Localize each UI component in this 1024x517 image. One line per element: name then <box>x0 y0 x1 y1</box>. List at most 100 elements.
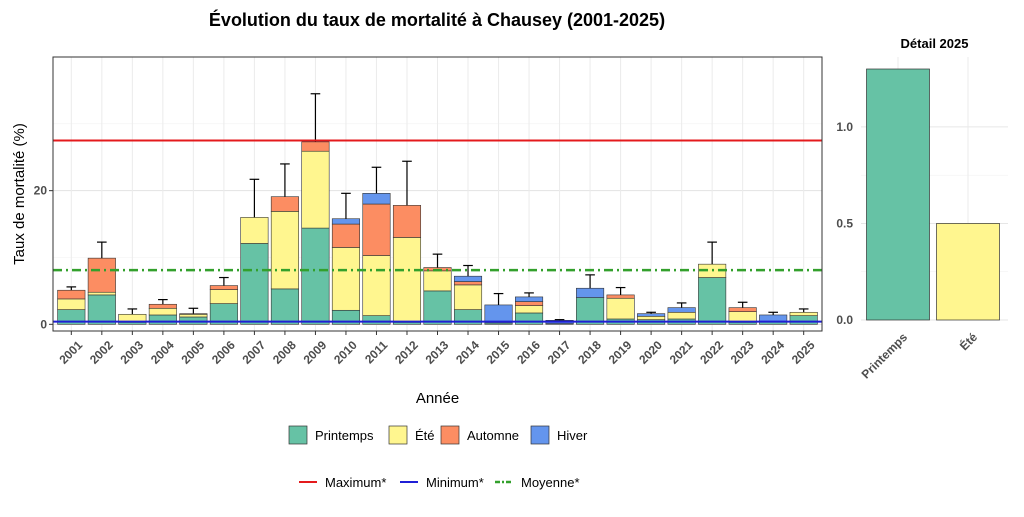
bar-2009-Automne <box>301 141 330 152</box>
bar-2011-Automne <box>362 203 391 256</box>
x-tick-label: 2006 <box>209 338 238 367</box>
bar-2008-Automne <box>270 196 299 212</box>
legend: Printemps Été Automne Hiver Maximum* Minimum*… <box>288 425 588 490</box>
detail-y-tick-label: 0.0 <box>836 313 853 327</box>
bar-2005-Automne <box>179 313 208 315</box>
x-tick-label: 2022 <box>697 338 726 367</box>
legend-label-Été: Été <box>415 428 435 443</box>
bar-2001-Été <box>57 298 86 310</box>
bar-2011-Été <box>362 255 391 316</box>
y-axis-label: Taux de mortalité (%) <box>11 123 28 265</box>
legend-label-Printemps: Printemps <box>315 428 374 443</box>
bar-2024-Hiver <box>759 314 788 322</box>
bar-2010-Hiver <box>331 218 360 225</box>
bar-2013-Été <box>423 270 452 292</box>
bar-2005-Été <box>179 313 208 318</box>
detail-y-tick-label: 1.0 <box>836 120 853 134</box>
bar-2006-Été <box>209 289 238 304</box>
bar-2016-Hiver <box>515 296 544 302</box>
legend-label-Hiver: Hiver <box>557 428 588 443</box>
detail-bar-Printemps <box>866 68 930 321</box>
detail-x-tick-label: Printemps <box>859 330 911 382</box>
x-tick-label: 2021 <box>667 338 696 367</box>
bar-2002-Automne <box>87 257 116 293</box>
legend-swatch-Été <box>388 425 408 445</box>
x-tick-label: 2025 <box>789 338 818 367</box>
chart-title: Évolution du taux de mortalité à Chausey… <box>209 9 665 30</box>
legend-label-moyenne: Moyenne* <box>521 475 580 490</box>
x-axis-label: Année <box>416 390 459 407</box>
x-tick-label: 2011 <box>362 338 391 367</box>
bar-2007-Printemps <box>240 243 269 325</box>
bar-2022-Printemps <box>698 277 727 325</box>
bar-2004-Automne <box>148 303 177 309</box>
bar-2009-Été <box>301 150 330 229</box>
bar-2014-Hiver <box>453 275 483 282</box>
bar-2010-Automne <box>331 223 360 248</box>
bar-2015-Hiver <box>484 304 513 324</box>
bar-2008-Printemps <box>270 288 299 325</box>
bar-2005-Printemps <box>179 316 208 325</box>
x-tick-label: 2019 <box>606 338 635 367</box>
x-tick-label: 2023 <box>728 338 757 367</box>
bar-2011-Hiver <box>362 193 391 205</box>
x-tick-label: 2010 <box>331 338 360 367</box>
detail-y-tick-label: 0.5 <box>836 216 853 230</box>
legend-swatch-Hiver <box>530 425 550 445</box>
bar-2004-Printemps <box>148 314 177 325</box>
detail-title: Détail 2025 <box>901 36 969 51</box>
x-tick-label: 2009 <box>301 338 330 367</box>
bar-2014-Été <box>453 284 483 310</box>
bar-2021-Été <box>667 311 696 320</box>
bar-2008-Été <box>270 211 299 290</box>
bar-2025-Printemps <box>789 315 818 325</box>
x-tick-label: 2017 <box>545 338 574 367</box>
x-tick-label: 2001 <box>56 338 85 367</box>
legend-label-Automne: Automne <box>467 428 519 443</box>
bar-2016-Été <box>515 305 544 314</box>
legend-swatch-Automne <box>440 425 460 445</box>
x-tick-label: 2003 <box>117 338 146 367</box>
bar-2019-Automne <box>606 294 635 299</box>
bar-2012-Été <box>392 237 422 323</box>
y-tick-label: 0 <box>40 317 47 331</box>
x-tick-label: 2005 <box>179 338 208 367</box>
detail-x-tick-label: Été <box>956 329 980 353</box>
detail-chart: Détail 2025 Printemps Été 0.0 0.5 1.0 <box>836 36 1008 382</box>
bar-2007-Été <box>240 217 269 244</box>
x-tick-label: 2016 <box>514 338 543 367</box>
bar-2018-Hiver <box>576 287 605 298</box>
bar-2002-Été <box>87 291 116 296</box>
legend-label-maximum: Maximum* <box>325 475 386 490</box>
x-tick-label: 2004 <box>148 338 177 367</box>
bar-2020-Été <box>637 315 666 320</box>
x-tick-label: 2012 <box>392 338 421 367</box>
bar-2019-Été <box>606 297 635 320</box>
x-tick-label: 2002 <box>87 338 116 367</box>
bar-2014-Automne <box>453 281 483 286</box>
bar-2025-Été <box>789 311 818 316</box>
bar-2002-Printemps <box>87 294 116 325</box>
x-tick-label: 2013 <box>423 338 452 367</box>
bar-2023-Automne <box>728 307 757 312</box>
x-tick-label: 2008 <box>270 338 299 367</box>
bar-2021-Hiver <box>667 307 696 313</box>
bar-2009-Printemps <box>301 227 330 325</box>
x-tick-label: 2015 <box>484 338 513 367</box>
legend-swatch-Printemps <box>288 425 308 445</box>
x-tick-label: 2014 <box>453 338 482 367</box>
bar-2001-Automne <box>57 289 86 300</box>
bar-2004-Été <box>148 307 177 316</box>
x-tick-label: 2018 <box>575 338 604 367</box>
bar-2011-Printemps <box>362 315 391 325</box>
bar-2018-Printemps <box>576 297 605 325</box>
detail-bar-Été <box>936 223 1000 321</box>
x-tick-label: 2020 <box>636 338 665 367</box>
legend-label-minimum: Minimum* <box>426 475 484 490</box>
x-tick-label: 2007 <box>240 338 269 367</box>
x-tick-label: 2024 <box>758 338 787 367</box>
bar-2016-Automne <box>515 301 544 306</box>
